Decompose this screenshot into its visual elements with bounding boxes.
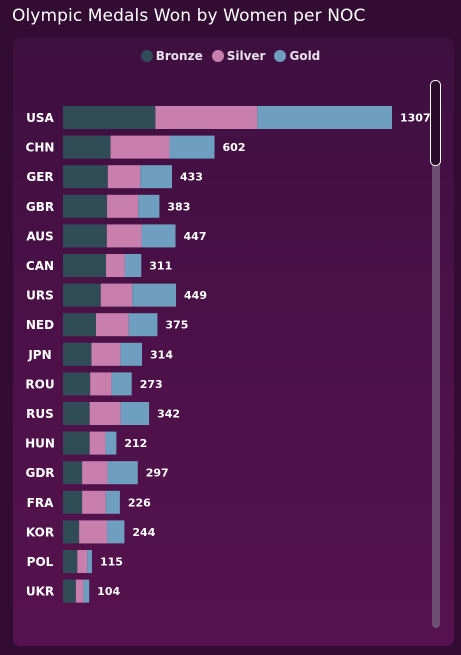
bar-silver-gdr[interactable]	[82, 461, 108, 485]
category-label-rou: ROU	[25, 377, 54, 391]
legend-label-gold: Gold	[289, 49, 321, 63]
total-label-usa: 1307	[400, 112, 431, 125]
category-label-rus: RUS	[26, 407, 54, 421]
total-label-gbr: 383	[167, 200, 190, 213]
category-label-ger: GER	[26, 170, 53, 184]
bar-bronze-pol[interactable]	[63, 550, 78, 573]
bar-gold-jpn[interactable]	[120, 342, 143, 366]
bar-bronze-ned[interactable]	[63, 313, 96, 337]
category-label-pol: POL	[27, 555, 54, 569]
category-label-jpn: JPN	[27, 348, 51, 362]
bar-silver-can[interactable]	[106, 254, 125, 277]
category-label-urs: URS	[26, 289, 54, 303]
bar-silver-rus[interactable]	[89, 402, 121, 425]
category-label-chn: CHN	[26, 141, 55, 155]
bar-bronze-usa[interactable]	[63, 106, 156, 129]
bar-bronze-ukr[interactable]	[63, 579, 76, 603]
total-label-jpn: 314	[150, 348, 173, 361]
bar-gold-ger[interactable]	[140, 165, 172, 189]
scrollbar-thumb[interactable]	[430, 80, 441, 166]
bar-silver-ned[interactable]	[95, 313, 129, 337]
bar-gold-can[interactable]	[124, 254, 142, 277]
category-label-can: CAN	[26, 259, 54, 273]
category-label-ukr: UKR	[26, 585, 54, 599]
legend-swatch-silver	[211, 50, 224, 62]
bar-bronze-kor[interactable]	[63, 520, 80, 544]
bar-bronze-gbr[interactable]	[63, 194, 108, 218]
bar-gold-gbr[interactable]	[138, 194, 160, 218]
bar-silver-hun[interactable]	[89, 431, 106, 455]
bar-silver-rou[interactable]	[90, 372, 112, 396]
bar-gold-ned[interactable]	[128, 313, 158, 337]
legend: Bronze Silver Gold	[0, 49, 461, 63]
bar-silver-fra[interactable]	[82, 490, 106, 514]
category-label-fra: FRA	[27, 496, 54, 510]
bar-silver-ukr[interactable]	[75, 579, 84, 603]
total-label-hun: 212	[124, 437, 147, 450]
total-label-can: 311	[149, 260, 172, 273]
bar-gold-fra[interactable]	[105, 490, 120, 514]
bar-gold-aus[interactable]	[141, 224, 176, 248]
bar-gold-kor[interactable]	[107, 520, 125, 544]
bar-silver-jpn[interactable]	[91, 342, 121, 366]
bar-bronze-rus[interactable]	[63, 402, 90, 425]
bar-silver-usa[interactable]	[155, 106, 258, 129]
bar-silver-kor[interactable]	[79, 520, 108, 544]
bar-silver-ger[interactable]	[107, 165, 141, 189]
bar-bronze-urs[interactable]	[63, 283, 101, 307]
bar-gold-pol[interactable]	[87, 550, 92, 573]
bar-silver-gbr[interactable]	[107, 194, 139, 218]
bar-gold-rus[interactable]	[120, 402, 150, 425]
chart-title: Olympic Medals Won by Women per NOC	[12, 6, 366, 26]
total-label-aus: 447	[184, 230, 207, 243]
bar-silver-urs[interactable]	[100, 283, 133, 307]
legend-label-bronze: Bronze	[155, 49, 203, 63]
legend-item-gold[interactable]: Gold	[274, 49, 320, 63]
legend-swatch-gold	[274, 50, 287, 62]
legend-label-silver: Silver	[226, 49, 266, 63]
total-label-fra: 226	[128, 496, 151, 509]
bar-bronze-jpn[interactable]	[63, 342, 92, 366]
total-label-chn: 602	[223, 141, 246, 154]
category-label-usa: USA	[26, 111, 54, 125]
bar-gold-usa[interactable]	[257, 106, 392, 129]
bar-bronze-chn[interactable]	[63, 135, 111, 159]
bar-bronze-hun[interactable]	[63, 431, 90, 455]
category-label-kor: KOR	[26, 525, 54, 539]
category-label-gbr: GBR	[26, 200, 54, 214]
legend-swatch-bronze	[140, 50, 153, 62]
bar-silver-chn[interactable]	[110, 135, 170, 159]
bar-silver-pol[interactable]	[77, 550, 88, 573]
total-label-pol: 115	[100, 556, 123, 569]
bar-bronze-ger[interactable]	[63, 165, 108, 189]
bar-gold-urs[interactable]	[132, 283, 177, 307]
category-label-aus: AUS	[26, 229, 53, 243]
bar-gold-ukr[interactable]	[83, 579, 90, 603]
bar-bronze-aus[interactable]	[63, 224, 107, 248]
bar-silver-aus[interactable]	[106, 224, 142, 248]
bar-gold-gdr[interactable]	[107, 461, 138, 485]
legend-item-silver[interactable]: Silver	[211, 49, 266, 63]
total-label-rus: 342	[157, 408, 180, 421]
total-label-kor: 244	[132, 526, 155, 539]
legend-item-bronze[interactable]: Bronze	[140, 49, 203, 63]
bar-bronze-gdr[interactable]	[63, 461, 83, 485]
category-label-ned: NED	[26, 318, 54, 332]
total-label-gdr: 297	[146, 467, 169, 480]
scrollbar-track[interactable]	[432, 82, 440, 628]
total-label-urs: 449	[184, 289, 207, 302]
bar-bronze-can[interactable]	[63, 254, 107, 277]
bar-bronze-fra[interactable]	[63, 490, 83, 514]
total-label-ukr: 104	[97, 585, 120, 598]
bar-gold-hun[interactable]	[105, 431, 117, 455]
total-label-ger: 433	[180, 171, 203, 184]
category-label-hun: HUN	[25, 437, 55, 451]
bar-bronze-rou[interactable]	[63, 372, 91, 396]
bar-gold-chn[interactable]	[169, 135, 215, 159]
bar-gold-rou[interactable]	[111, 372, 132, 396]
total-label-ned: 375	[165, 319, 188, 332]
total-label-rou: 273	[140, 378, 163, 391]
category-label-gdr: GDR	[25, 466, 54, 480]
